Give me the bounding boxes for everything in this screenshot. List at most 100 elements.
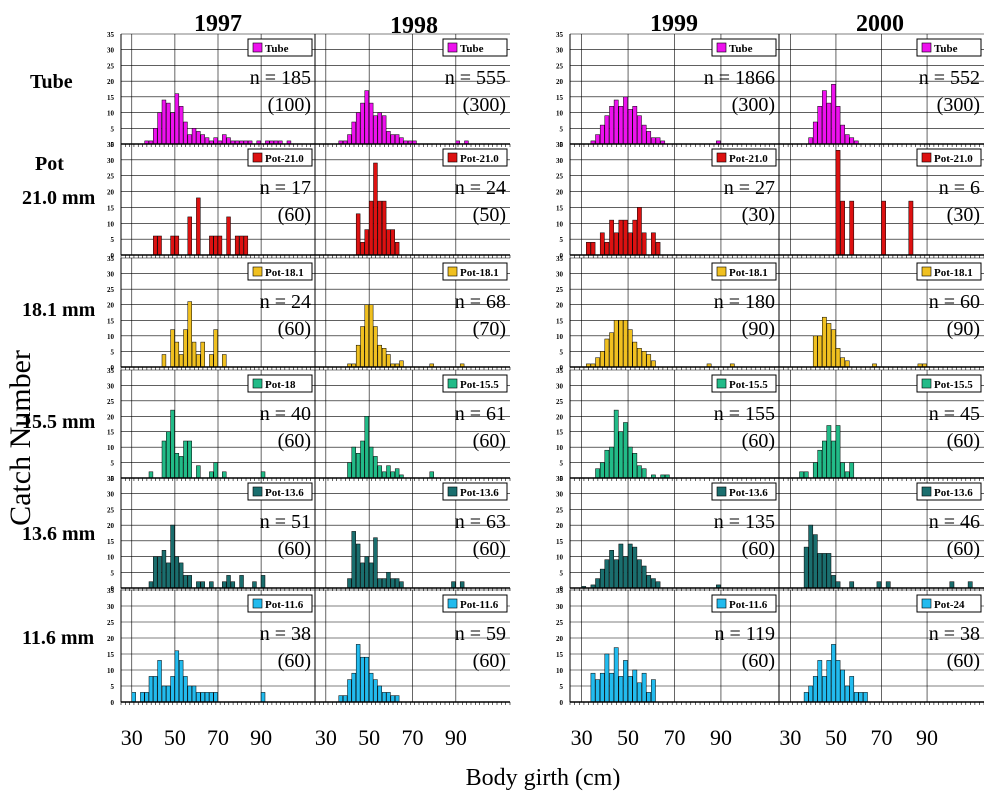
- n-count: n = 119: [714, 623, 775, 645]
- bar: [183, 121, 188, 145]
- legend-swatch: [716, 266, 727, 277]
- bar: [196, 197, 201, 256]
- n-count: n = 555: [445, 67, 506, 89]
- bar: [368, 562, 374, 589]
- y-tick-label: 20: [107, 522, 115, 530]
- bar: [196, 354, 201, 368]
- bar: [364, 304, 369, 368]
- legend-box: [711, 594, 777, 613]
- y-tick-label: 0: [111, 141, 115, 149]
- y-tick-label: 0: [111, 364, 115, 372]
- panel-1999-pot-11.6: 0 5 10 15 20 25 30 35 Pot-11.6 n = 119 (60): [556, 587, 780, 707]
- bar: [338, 695, 343, 703]
- bar: [812, 462, 818, 479]
- y-tick-label: 0: [560, 252, 564, 260]
- legend-label: Pot-18: [265, 379, 296, 391]
- y-tick-label: 25: [107, 506, 115, 514]
- bar: [822, 440, 827, 479]
- bar: [632, 669, 638, 703]
- panel-1999-tube: 0 5 10 15 20 25 30 35 Tube n = 1866 (300): [556, 31, 780, 149]
- legend-label: Pot-18.1: [934, 267, 973, 279]
- bar: [355, 344, 361, 368]
- y-tick-label: 15: [556, 538, 564, 546]
- x-tick-label: 30: [315, 725, 337, 750]
- y-tick-label: 10: [107, 333, 115, 341]
- bar: [178, 660, 184, 703]
- bar: [849, 462, 855, 479]
- legend-box: [247, 148, 313, 167]
- y-tick-label: 25: [556, 506, 564, 514]
- bar: [377, 578, 382, 589]
- y-axis-title: Catch Number: [4, 350, 37, 526]
- y-tick-label: 5: [560, 125, 564, 133]
- bar: [373, 679, 378, 703]
- bar: [908, 200, 914, 256]
- bar: [637, 207, 642, 256]
- x-tick-label: 70: [871, 725, 893, 750]
- bar: [618, 676, 624, 703]
- bar: [646, 131, 652, 145]
- bar: [599, 232, 605, 256]
- legend-box: [916, 148, 982, 167]
- bar: [849, 676, 855, 703]
- sample-size: (300): [732, 94, 775, 116]
- bar: [623, 320, 628, 368]
- bar: [213, 462, 218, 479]
- bar: [831, 575, 836, 589]
- bar: [590, 242, 596, 256]
- bar: [835, 581, 841, 589]
- bar: [187, 216, 192, 256]
- bar: [637, 348, 642, 368]
- bar: [822, 90, 827, 145]
- bar: [826, 425, 832, 479]
- bar: [799, 471, 804, 479]
- bar: [161, 354, 167, 368]
- bar: [394, 468, 400, 479]
- bar: [377, 112, 382, 145]
- legend-box: [442, 374, 508, 393]
- panel-1999-pot-13.6: 0 5 10 15 20 25 30 35 Pot-13.6 n = 135 (60): [556, 475, 780, 593]
- y-tick-label: 15: [107, 429, 115, 437]
- legend-swatch: [921, 486, 932, 497]
- bar: [161, 685, 167, 703]
- y-tick-label: 30: [556, 47, 564, 55]
- bar: [808, 685, 814, 703]
- bar: [595, 357, 600, 368]
- bar: [826, 102, 832, 145]
- panel-1999-pot-21.0: 0 5 10 15 20 25 30 35 Pot-21.0 n = 27 (30): [556, 141, 780, 260]
- bar: [646, 692, 652, 703]
- legend-label: Tube: [934, 43, 958, 55]
- bar: [604, 449, 610, 479]
- bar: [187, 685, 192, 703]
- legend-box: [916, 38, 982, 57]
- bar: [170, 409, 175, 479]
- bar: [209, 354, 214, 368]
- bar: [351, 446, 356, 479]
- y-tick-label: 25: [107, 286, 115, 294]
- sample-size: (60): [473, 538, 506, 560]
- bar: [157, 660, 162, 703]
- bar: [881, 200, 886, 256]
- bar: [390, 134, 395, 145]
- n-count: n = 180: [714, 291, 775, 313]
- sample-size: (30): [947, 204, 980, 226]
- bar: [627, 109, 633, 145]
- y-tick-label: 35: [107, 475, 115, 483]
- y-tick-label: 10: [107, 554, 115, 562]
- legend-box: [247, 38, 313, 57]
- y-tick-label: 5: [560, 569, 564, 577]
- y-tick-label: 10: [107, 667, 115, 675]
- bar: [655, 242, 661, 256]
- bar: [613, 320, 619, 368]
- bar: [831, 644, 836, 703]
- bar: [627, 676, 633, 703]
- y-tick-label: 20: [556, 302, 564, 310]
- y-tick-label: 0: [111, 252, 115, 260]
- bar: [586, 242, 591, 256]
- bar: [191, 341, 197, 368]
- bar: [153, 556, 158, 589]
- bar: [609, 219, 614, 256]
- bar: [651, 232, 656, 256]
- n-count: n = 38: [260, 623, 311, 645]
- legend-label: Tube: [460, 43, 484, 55]
